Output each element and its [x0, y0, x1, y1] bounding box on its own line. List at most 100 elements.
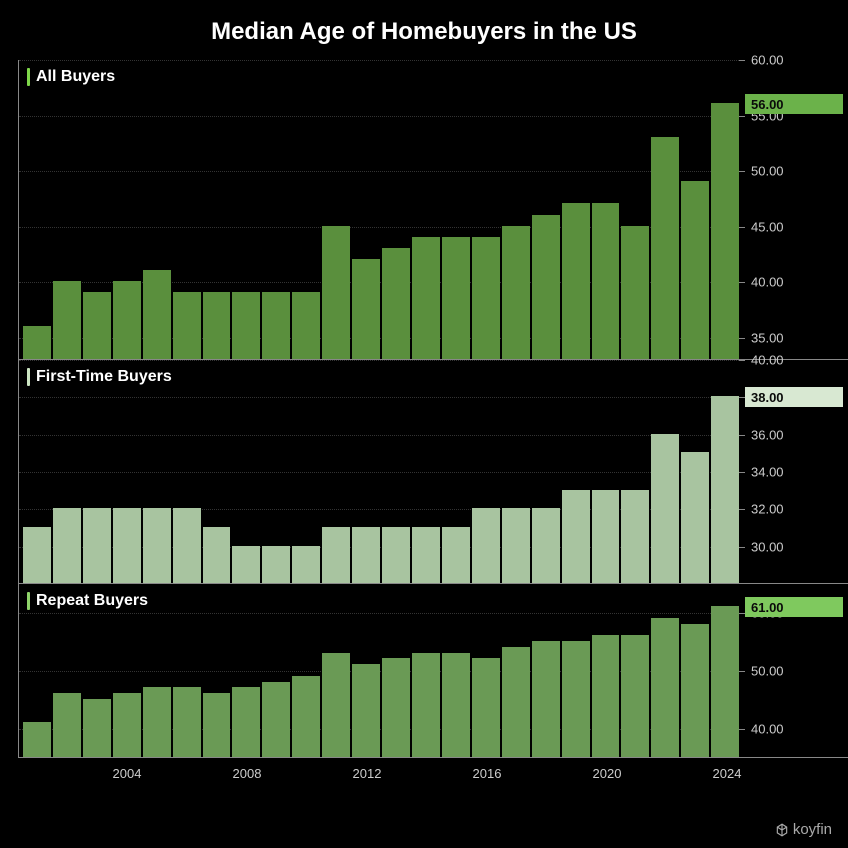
x-tick-label: 2008 [233, 766, 262, 781]
bar [621, 490, 649, 583]
bar [143, 687, 171, 757]
bar [203, 527, 231, 583]
bar [143, 270, 171, 359]
bar [562, 641, 590, 757]
bar [681, 624, 709, 757]
bar [412, 653, 440, 757]
bar [532, 508, 560, 583]
bar [262, 682, 290, 757]
bar [442, 653, 470, 757]
bar [232, 546, 260, 583]
tick-mark [739, 171, 745, 172]
plot-area [19, 59, 739, 359]
panel-label: All Buyers [36, 68, 115, 86]
bar [292, 676, 320, 757]
bar [173, 292, 201, 359]
bar [502, 508, 530, 583]
bar [143, 508, 171, 583]
bar [23, 722, 51, 757]
koyfin-logo-text: koyfin [793, 821, 832, 838]
tick-mark [739, 509, 745, 510]
bar [532, 641, 560, 757]
chart-title: Median Age of Homebuyers in the US [0, 0, 848, 56]
bar [322, 653, 350, 757]
x-tick-label: 2024 [713, 766, 742, 781]
bar [651, 618, 679, 757]
tick-mark [739, 116, 745, 117]
y-tick-label: 34.00 [751, 465, 784, 480]
bar [83, 699, 111, 757]
tick-mark [739, 227, 745, 228]
x-tick-label: 2020 [593, 766, 622, 781]
bar [322, 226, 350, 359]
bar [711, 103, 739, 359]
bar [203, 292, 231, 359]
y-tick-label: 40.00 [751, 353, 784, 368]
bar [621, 635, 649, 757]
bar [442, 527, 470, 583]
koyfin-logo: koyfin [775, 821, 832, 838]
bar [203, 693, 231, 757]
panel-all: All Buyers35.0040.0045.0050.0055.0060.00… [18, 60, 848, 360]
bar [502, 226, 530, 359]
bar [53, 281, 81, 359]
bar [352, 259, 380, 359]
bar [262, 292, 290, 359]
tick-mark [739, 671, 745, 672]
bar [53, 693, 81, 757]
bar [352, 527, 380, 583]
bar [382, 658, 410, 757]
y-tick-label: 50.00 [751, 664, 784, 679]
bar [232, 687, 260, 757]
bar [113, 281, 141, 359]
bar [173, 508, 201, 583]
bar [442, 237, 470, 359]
bar [352, 664, 380, 757]
panel-label: Repeat Buyers [36, 592, 148, 610]
bar [382, 527, 410, 583]
highlight-badge: 56.00 [745, 94, 843, 114]
bar [681, 452, 709, 583]
bar [592, 490, 620, 583]
tick-mark [739, 472, 745, 473]
bar [412, 237, 440, 359]
panel-repeat: Repeat Buyers40.0050.0060.0061.00 [18, 584, 848, 758]
x-tick-label: 2012 [353, 766, 382, 781]
y-tick-label: 60.00 [751, 53, 784, 68]
bar [681, 181, 709, 359]
bar [472, 658, 500, 757]
bar [502, 647, 530, 757]
tick-mark [739, 60, 745, 61]
y-tick-label: 30.00 [751, 539, 784, 554]
bar [592, 203, 620, 359]
plot-area [19, 359, 739, 583]
bar [382, 248, 410, 359]
tick-mark [739, 338, 745, 339]
bar [562, 203, 590, 359]
tick-mark [739, 360, 745, 361]
bar [322, 527, 350, 583]
bar [53, 508, 81, 583]
bar [173, 687, 201, 757]
y-tick-label: 35.00 [751, 330, 784, 345]
bar [23, 527, 51, 583]
bar [262, 546, 290, 583]
koyfin-logo-icon [775, 823, 789, 837]
y-tick-label: 40.00 [751, 275, 784, 290]
panel-marker [27, 68, 30, 86]
x-tick-label: 2016 [473, 766, 502, 781]
bar [592, 635, 620, 757]
highlight-badge: 38.00 [745, 387, 843, 407]
y-tick-label: 36.00 [751, 427, 784, 442]
bar [472, 237, 500, 359]
panel-first: First-Time Buyers 30.00 32.00 34.00 36.00 38.… [18, 360, 848, 584]
tick-mark [739, 547, 745, 548]
bar [532, 215, 560, 359]
x-tick-label: 2004 [113, 766, 142, 781]
bar [711, 606, 739, 757]
bar [113, 693, 141, 757]
bar [472, 508, 500, 583]
y-tick-label: 32.00 [751, 502, 784, 517]
panel-label: First-Time Buyers [36, 368, 172, 386]
bar [711, 396, 739, 583]
